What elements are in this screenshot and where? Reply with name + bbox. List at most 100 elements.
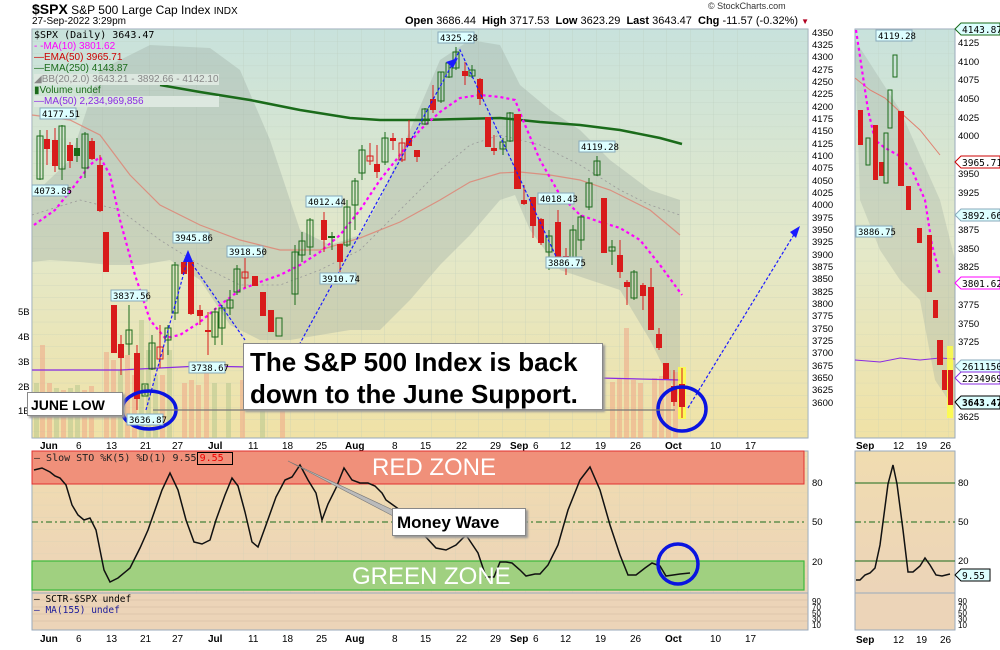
svg-text:3643.47: 3643.47	[962, 398, 1000, 409]
svg-text:3775: 3775	[812, 311, 833, 322]
svg-text:19: 19	[916, 635, 928, 646]
svg-text:50: 50	[958, 609, 967, 618]
sto-legend: — Slow STO %K(5) %D(1) 9.55 9.55	[34, 452, 233, 465]
svg-text:4000: 4000	[812, 200, 833, 211]
sto-axis: 80 50 20	[812, 478, 823, 568]
svg-text:4050: 4050	[812, 176, 833, 187]
index-name: S&P 500 Large Cap Index	[71, 3, 211, 17]
svg-text:4177.51: 4177.51	[42, 110, 80, 120]
svg-text:Jun: Jun	[40, 441, 58, 452]
svg-text:Oct: Oct	[665, 634, 682, 645]
svg-text:4025: 4025	[958, 113, 979, 124]
svg-text:3850: 3850	[812, 274, 833, 285]
svg-text:20: 20	[958, 556, 969, 567]
svg-text:26: 26	[940, 635, 952, 646]
svg-text:26: 26	[940, 441, 952, 452]
legend-price: $SPX (Daily) 3643.47	[34, 30, 155, 41]
svg-text:Oct: Oct	[665, 441, 682, 452]
side-price-panel: 4119.28 3886.75	[854, 28, 956, 439]
svg-text:4200: 4200	[812, 102, 833, 113]
svg-text:3825: 3825	[812, 287, 833, 298]
svg-text:25: 25	[316, 634, 328, 645]
svg-text:27: 27	[172, 634, 184, 645]
svg-text:3837.56: 3837.56	[113, 292, 151, 302]
svg-text:3800: 3800	[812, 299, 833, 310]
svg-text:19: 19	[595, 634, 607, 645]
svg-text:15: 15	[420, 634, 432, 645]
svg-text:26: 26	[630, 441, 642, 452]
svg-text:Sep: Sep	[856, 441, 874, 452]
svg-text:12: 12	[893, 635, 905, 646]
main-callout: The S&P 500 Index is back down to the Ju…	[243, 343, 603, 410]
legend-ema50: —EMA(50) 3965.71	[34, 52, 123, 63]
svg-text:10: 10	[958, 621, 967, 630]
svg-text:10: 10	[710, 634, 722, 645]
copyright: © StockCharts.com	[708, 1, 786, 11]
svg-text:4150: 4150	[812, 126, 833, 137]
green-zone-label: GREEN ZONE	[352, 563, 511, 590]
svg-text:3950: 3950	[812, 225, 833, 236]
svg-text:21: 21	[140, 634, 152, 645]
last-value: 3643.47	[652, 15, 692, 27]
svg-text:5B: 5B	[18, 307, 30, 318]
low-value: 3623.29	[580, 15, 621, 27]
svg-text:21: 21	[140, 441, 152, 452]
change-value: -11.57 (-0.32%)	[722, 15, 799, 27]
exchange: INDX	[213, 6, 238, 17]
svg-text:3775: 3775	[958, 300, 979, 311]
svg-text:11: 11	[248, 634, 259, 645]
svg-text:3650: 3650	[812, 373, 833, 384]
svg-text:4225: 4225	[812, 89, 833, 100]
svg-text:18: 18	[282, 634, 294, 645]
svg-text:4175: 4175	[812, 114, 833, 125]
svg-text:4018.43: 4018.43	[540, 195, 578, 205]
svg-text:4119.28: 4119.28	[581, 143, 619, 153]
svg-text:3910.74: 3910.74	[322, 275, 360, 285]
svg-text:4000: 4000	[958, 131, 979, 142]
price-labels: 4177.51 4073.85 3945.86 3918.50 3837.56 …	[31, 31, 619, 426]
side-date-axis: Sep 12 19 26 Sep 12 19 26	[856, 441, 952, 646]
svg-text:15: 15	[420, 441, 432, 452]
svg-text:3875: 3875	[958, 225, 979, 236]
svg-text:3750: 3750	[958, 319, 979, 330]
svg-text:4300: 4300	[812, 52, 833, 63]
svg-text:90: 90	[958, 597, 967, 606]
svg-text:4100: 4100	[812, 151, 833, 162]
svg-text:3750: 3750	[812, 324, 833, 335]
stochastic-line	[33, 463, 691, 584]
svg-text:4125: 4125	[958, 38, 979, 49]
svg-text:3918.50: 3918.50	[229, 248, 267, 258]
svg-text:27: 27	[172, 441, 184, 452]
svg-text:Sep: Sep	[510, 634, 528, 645]
svg-text:3725: 3725	[958, 337, 979, 348]
svg-text:9.55: 9.55	[962, 571, 985, 582]
arrow-up-icon	[183, 250, 193, 262]
legend-bb: ◢BB(20,2.0) 3643.21 - 3892.66 - 4142.10	[34, 74, 219, 85]
svg-text:8: 8	[392, 441, 398, 452]
svg-text:1B: 1B	[18, 406, 30, 417]
svg-text:4275: 4275	[812, 65, 833, 76]
svg-text:17: 17	[745, 634, 757, 645]
svg-text:4B: 4B	[18, 332, 30, 343]
svg-text:17: 17	[745, 441, 757, 452]
svg-text:26: 26	[630, 634, 642, 645]
red-zone-label: RED ZONE	[372, 454, 496, 481]
svg-text:4143.87: 4143.87	[962, 25, 1000, 36]
legend-ma10: - -MA(10) 3801.62	[34, 41, 116, 52]
svg-text:12: 12	[560, 441, 572, 452]
svg-text:4119.28: 4119.28	[878, 32, 916, 42]
chart-date: 27-Sep-2022 3:29pm	[32, 16, 126, 27]
stochastic-panel: RED ZONE GREEN ZONE 80 50 20	[31, 450, 823, 594]
sctr-legend: — SCTR-$SPX undef — MA(155) undef	[34, 594, 132, 616]
svg-text:90: 90	[812, 597, 821, 606]
svg-text:3875: 3875	[812, 262, 833, 273]
svg-text:10: 10	[710, 441, 722, 452]
svg-text:4012.44: 4012.44	[308, 198, 346, 208]
svg-text:4100: 4100	[958, 57, 979, 68]
svg-text:4250: 4250	[812, 77, 833, 88]
svg-text:4073.85: 4073.85	[34, 187, 72, 197]
svg-text:3925: 3925	[958, 188, 979, 199]
